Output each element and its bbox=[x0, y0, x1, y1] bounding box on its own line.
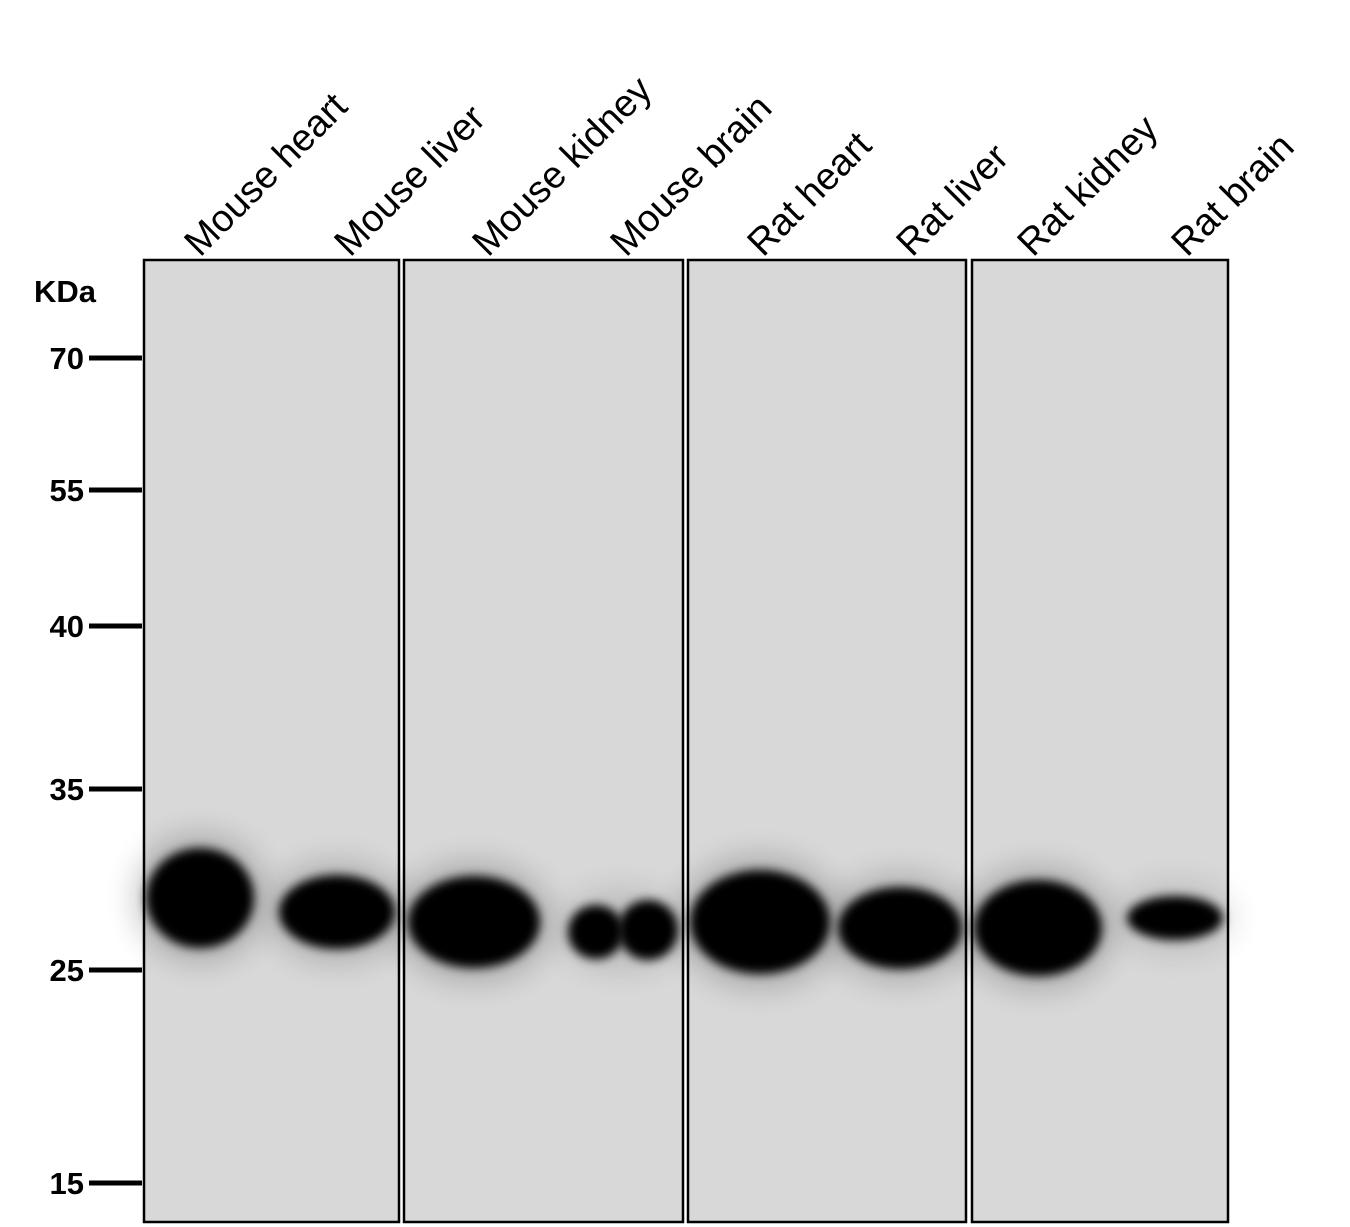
band-lane-8 bbox=[1113, 880, 1237, 956]
marker-40: 40 bbox=[50, 609, 142, 644]
panel-frame-2 bbox=[402, 258, 685, 1224]
marker-label: 25 bbox=[50, 953, 84, 988]
band-lane-2 bbox=[265, 859, 409, 965]
marker-label: 55 bbox=[50, 473, 84, 508]
band-lane-5 bbox=[676, 854, 844, 990]
panel-frame-4 bbox=[970, 258, 1230, 1224]
molecular-weight-markers: 70 55 40 35 25 15 bbox=[50, 341, 142, 1201]
marker-25: 25 bbox=[50, 953, 142, 988]
band-lane-7 bbox=[960, 864, 1116, 992]
panel-frames bbox=[142, 258, 1230, 1224]
membrane-panel-4 bbox=[972, 260, 1228, 1222]
marker-label: 35 bbox=[50, 772, 84, 807]
band-lane-6 bbox=[824, 871, 976, 985]
membrane-panel-3 bbox=[688, 260, 966, 1222]
unit-label: KDa bbox=[34, 274, 97, 309]
lane-label-7: Rat kidney bbox=[1010, 108, 1167, 265]
panel-frame-1 bbox=[142, 258, 401, 1224]
marker-label: 70 bbox=[50, 341, 84, 376]
marker-label: 15 bbox=[50, 1166, 84, 1201]
membrane-panel-1 bbox=[144, 260, 399, 1222]
lane-label-6: Rat liver bbox=[889, 136, 1017, 264]
marker-35: 35 bbox=[50, 772, 142, 807]
lane-label-8: Rat brain bbox=[1164, 126, 1303, 265]
band-lane-3 bbox=[394, 860, 554, 984]
band-lane-4 bbox=[556, 887, 688, 973]
marker-70: 70 bbox=[50, 341, 142, 376]
band-lane-1 bbox=[132, 832, 268, 964]
panel-frame-3 bbox=[686, 258, 968, 1224]
lane-label-5: Rat heart bbox=[740, 124, 881, 265]
marker-15: 15 bbox=[50, 1166, 142, 1201]
membrane-panels bbox=[144, 260, 1228, 1222]
protein-bands bbox=[132, 832, 1237, 992]
marker-55: 55 bbox=[50, 473, 142, 508]
membrane-panel-2 bbox=[404, 260, 683, 1222]
marker-label: 40 bbox=[50, 609, 84, 644]
